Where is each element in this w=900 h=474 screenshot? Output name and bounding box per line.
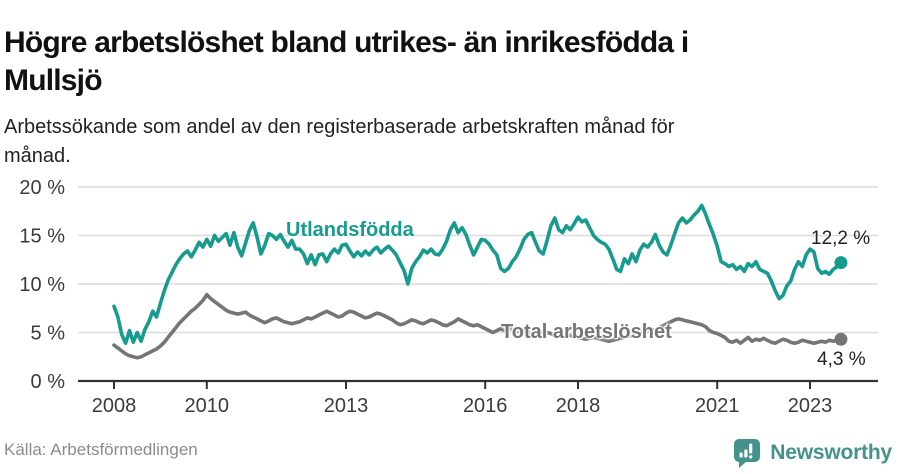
source-note: Källa: Arbetsförmedlingen	[4, 440, 198, 459]
subtitle-line-1: Arbetssökande som andel av den registerb…	[4, 116, 675, 138]
x-tick-label: 2016	[463, 395, 508, 417]
series-line	[112, 203, 843, 346]
y-tick-label: 0 %	[31, 371, 66, 393]
title-line-1: Högre arbetslöshet bland utrikes- än inr…	[4, 26, 689, 60]
x-tick-label: 2013	[324, 395, 369, 417]
newsworthy-bubble-icon	[734, 439, 761, 468]
x-tick-label: 2021	[695, 395, 740, 417]
y-tick-label: 20 %	[19, 177, 65, 199]
x-tick-label: 2008	[92, 395, 137, 417]
newsworthy-wordmark: Newsworthy	[770, 441, 892, 464]
end-value-total-arbetsloshet: 4,3 %	[817, 349, 866, 370]
series-label-utlandsfodda: Utlandsfödda	[286, 219, 414, 241]
y-tick-label: 10 %	[19, 274, 65, 296]
y-tick-label: 15 %	[19, 226, 65, 248]
series-end-dot	[834, 256, 848, 270]
series-end-dot	[834, 332, 848, 346]
series-line	[112, 292, 843, 360]
title-line-2: Mullsjö	[4, 64, 103, 98]
x-tick-label: 2018	[556, 395, 601, 417]
y-tick-label: 5 %	[31, 323, 66, 345]
series-label-total-arbetsloshet: Total arbetslöshet	[501, 321, 672, 343]
chart-subtitle: Arbetssökande som andel av den registerb…	[4, 113, 864, 171]
newsworthy-logo: Newsworthy	[733, 438, 892, 468]
x-tick-label: 2010	[185, 395, 230, 417]
page-title: Högre arbetslöshet bland utrikes- än inr…	[4, 24, 896, 100]
subtitle-line-2: månad.	[4, 145, 71, 167]
end-value-utlandsfodda: 12,2 %	[811, 228, 871, 249]
x-tick-label: 2023	[788, 395, 833, 417]
